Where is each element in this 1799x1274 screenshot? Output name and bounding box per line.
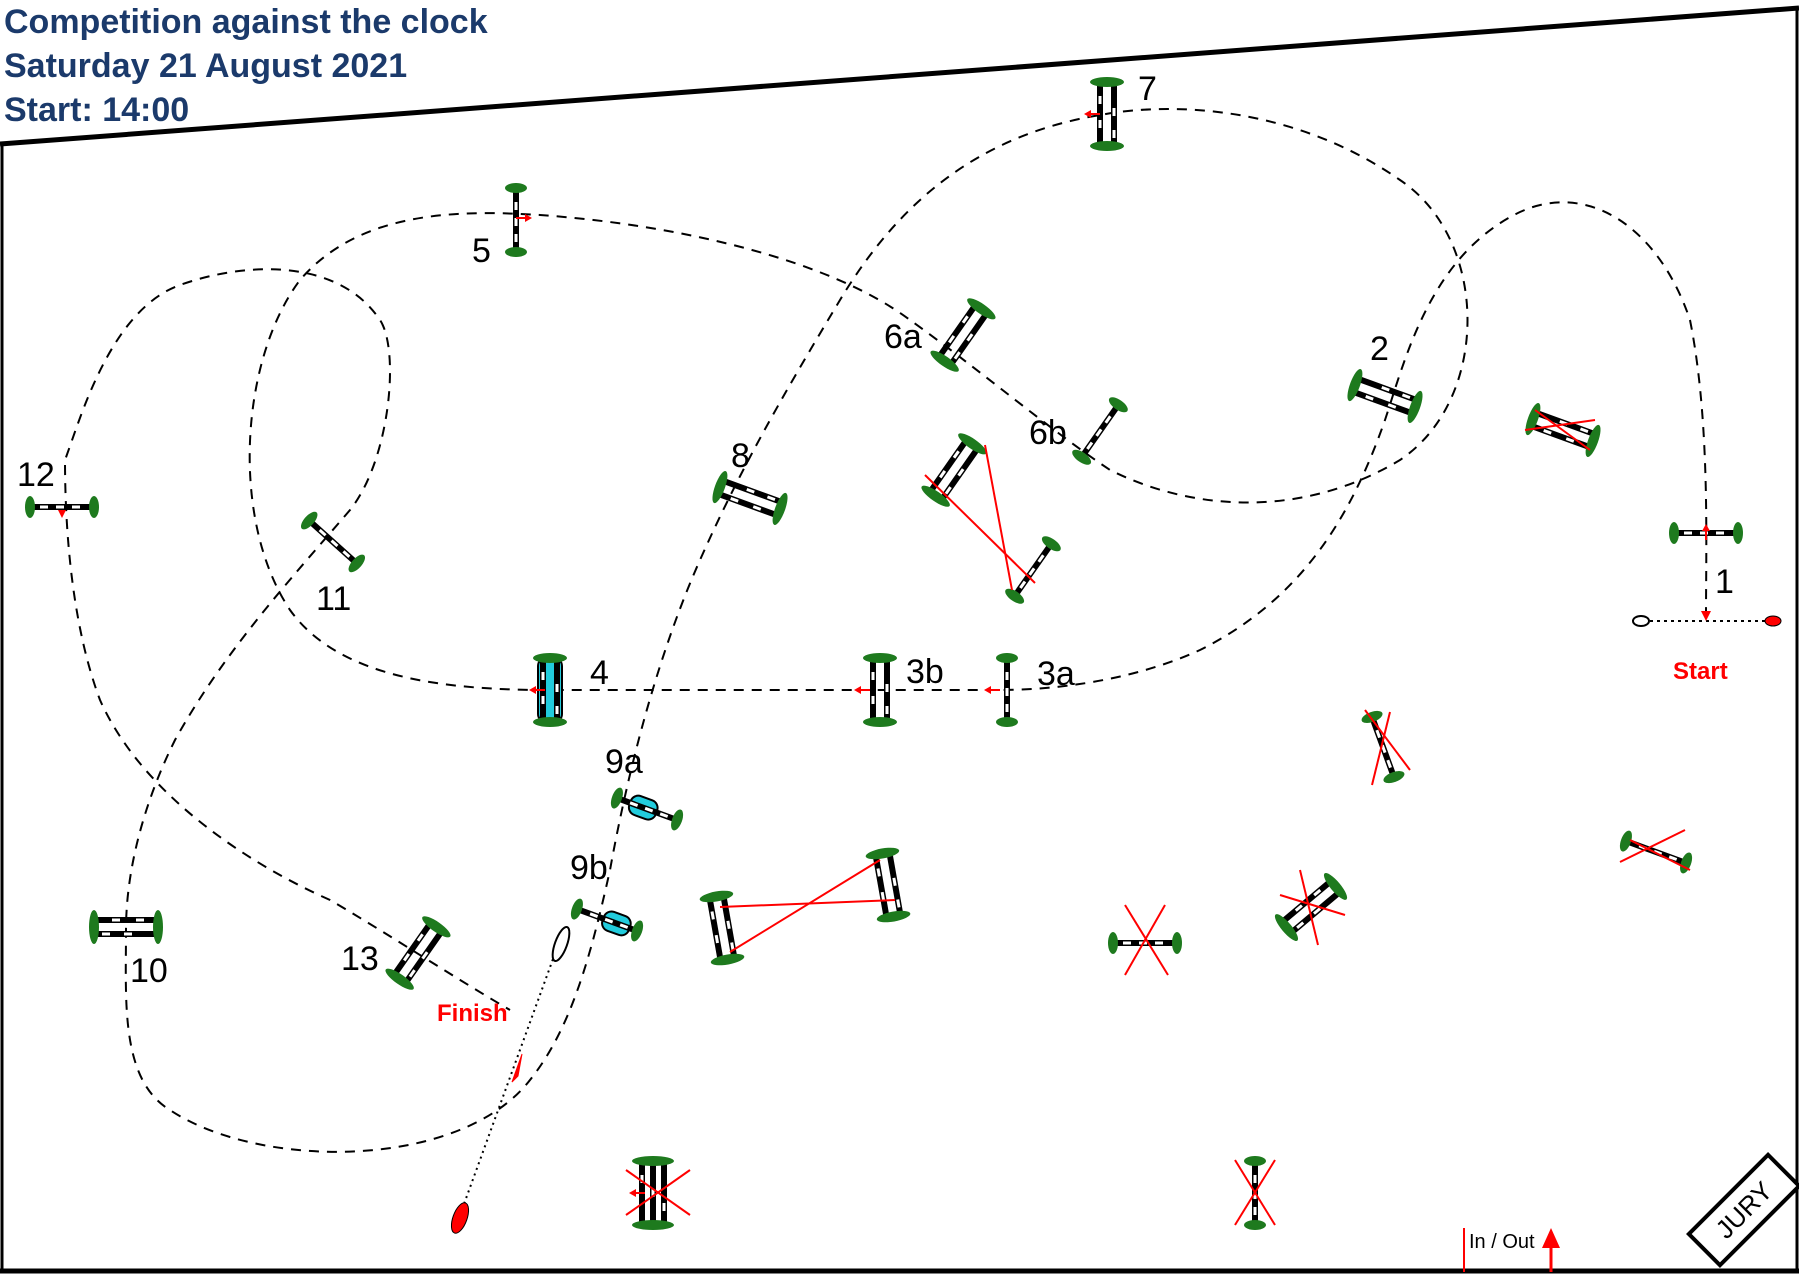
obstacle-9a — [608, 786, 686, 832]
obstacle-2 — [1344, 367, 1426, 425]
obstacle-5 — [505, 183, 527, 257]
label-7: 7 — [1138, 70, 1157, 108]
competition-date: Saturday 21 August 2021 — [4, 47, 408, 85]
course-path — [63, 108, 1708, 1153]
unused-obstacle — [1360, 708, 1406, 786]
unused-combination-left — [918, 429, 990, 511]
in-out-arrow — [1542, 1228, 1560, 1248]
competition-title: Competition against the clock — [4, 3, 488, 41]
obstacle-8 — [709, 469, 791, 527]
label-9a: 9a — [605, 743, 643, 781]
label-3b: 3b — [906, 653, 944, 691]
unused-combination-a — [698, 888, 746, 968]
arena-border — [0, 5, 1799, 1274]
start-label: Start — [1673, 658, 1728, 685]
label-1: 1 — [1715, 563, 1734, 601]
header: Competition against the clock Saturday 2… — [4, 0, 488, 132]
label-10: 10 — [130, 952, 168, 990]
label-2: 2 — [1370, 330, 1389, 368]
finish-direction-arrow — [511, 1053, 523, 1083]
obstacle-6a — [927, 294, 999, 376]
obstacle-11 — [298, 509, 368, 575]
start-flag-white — [1632, 615, 1650, 627]
start-time: Start: 14:00 — [4, 91, 190, 129]
label-13: 13 — [341, 940, 379, 978]
label-4: 4 — [590, 654, 609, 692]
unused-combination-b — [864, 845, 912, 925]
label-6a: 6a — [884, 318, 922, 356]
unused-combination-right — [1002, 533, 1064, 607]
label-8: 8 — [731, 437, 750, 475]
label-3a: 3a — [1037, 655, 1075, 693]
finish-label: Finish — [437, 1000, 508, 1027]
in-out-label: In / Out — [1469, 1231, 1535, 1253]
jury-box: JURY — [1686, 1152, 1799, 1268]
unused-obstacle — [1108, 932, 1182, 954]
obstacle-9b — [568, 897, 646, 943]
finish-line — [459, 947, 558, 1216]
unused-obstacle — [1271, 870, 1351, 944]
label-12: 12 — [17, 456, 55, 494]
label-9b: 9b — [570, 849, 608, 887]
start-flag-red — [1764, 615, 1782, 627]
label-6b: 6b — [1029, 414, 1067, 452]
label-11: 11 — [316, 580, 351, 618]
finish-flag-red — [450, 1202, 470, 1234]
obstacle-6b — [1069, 394, 1131, 468]
label-5: 5 — [472, 232, 491, 270]
finish-flag-white — [551, 925, 571, 963]
